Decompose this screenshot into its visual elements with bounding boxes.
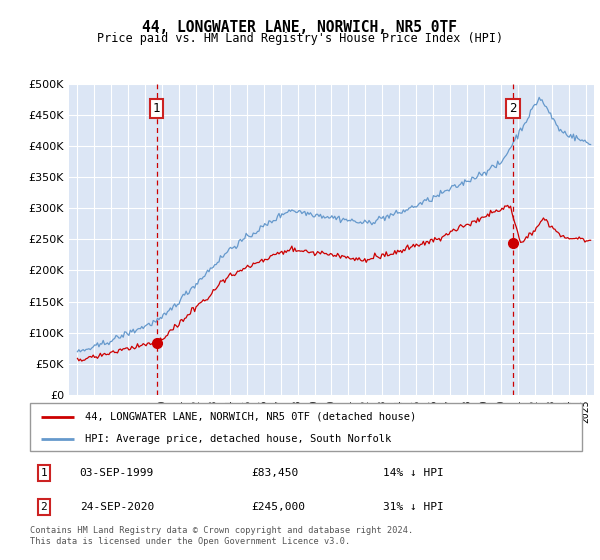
Text: Contains HM Land Registry data © Crown copyright and database right 2024.
This d: Contains HM Land Registry data © Crown c…	[30, 526, 413, 546]
Text: 14% ↓ HPI: 14% ↓ HPI	[383, 468, 444, 478]
Text: 44, LONGWATER LANE, NORWICH, NR5 0TF (detached house): 44, LONGWATER LANE, NORWICH, NR5 0TF (de…	[85, 412, 416, 422]
Text: Price paid vs. HM Land Registry's House Price Index (HPI): Price paid vs. HM Land Registry's House …	[97, 32, 503, 45]
Text: 2: 2	[40, 502, 47, 512]
Text: 1: 1	[40, 468, 47, 478]
Text: 03-SEP-1999: 03-SEP-1999	[80, 468, 154, 478]
Text: 31% ↓ HPI: 31% ↓ HPI	[383, 502, 444, 512]
Text: 44, LONGWATER LANE, NORWICH, NR5 0TF: 44, LONGWATER LANE, NORWICH, NR5 0TF	[143, 20, 458, 35]
Text: HPI: Average price, detached house, South Norfolk: HPI: Average price, detached house, Sout…	[85, 434, 391, 444]
Text: 24-SEP-2020: 24-SEP-2020	[80, 502, 154, 512]
Text: £245,000: £245,000	[251, 502, 305, 512]
Text: £83,450: £83,450	[251, 468, 298, 478]
Text: 2: 2	[509, 102, 517, 115]
Text: 1: 1	[153, 102, 160, 115]
